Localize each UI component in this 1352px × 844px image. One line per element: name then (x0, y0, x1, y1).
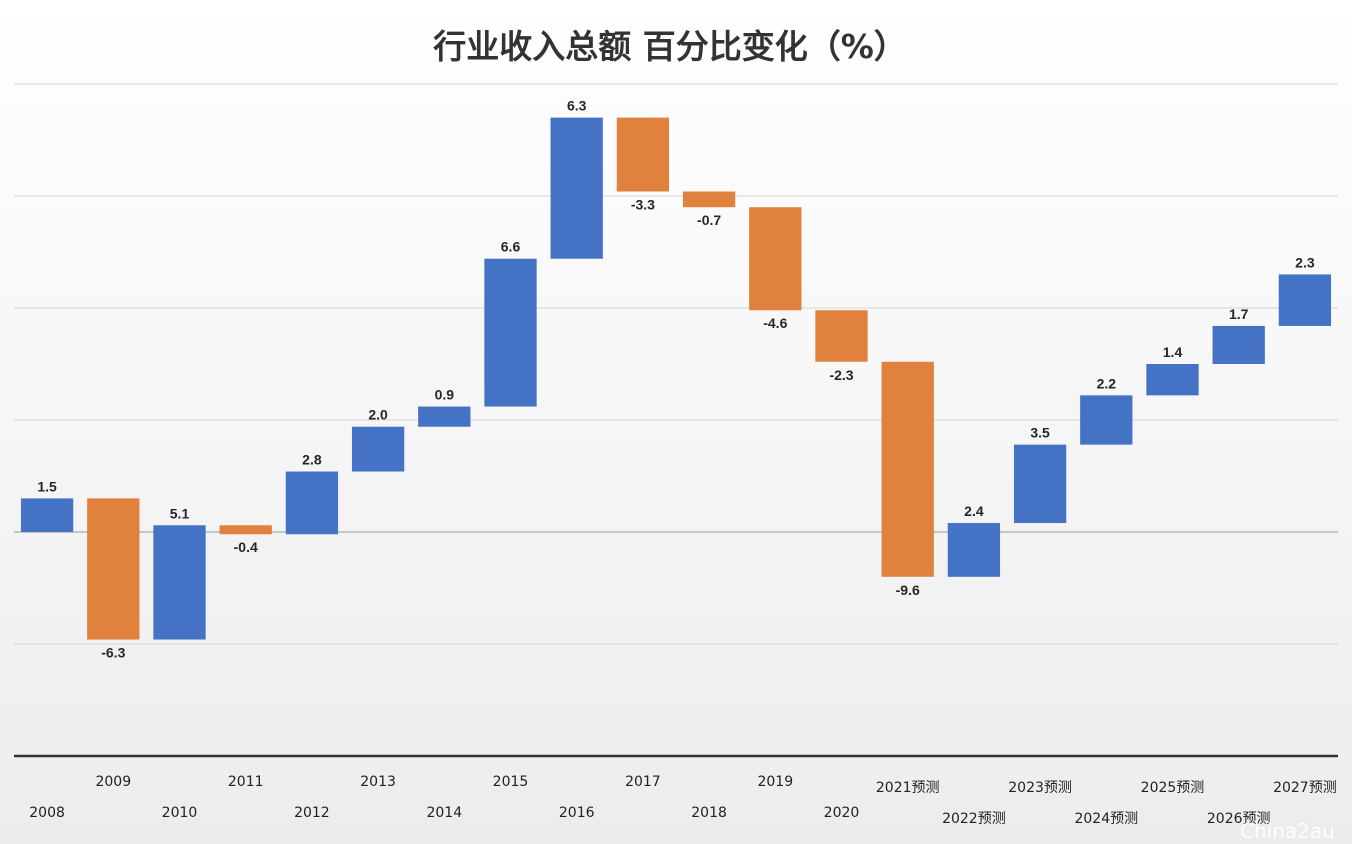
data-label: -3.3 (631, 197, 655, 213)
bar (219, 525, 272, 535)
x-tick-label: 2021预测 (876, 780, 940, 796)
x-tick-label: 2012 (294, 805, 330, 821)
bar (815, 310, 868, 362)
x-tick-label: 2016 (559, 805, 595, 821)
bar (20, 498, 74, 532)
bar (153, 525, 206, 640)
data-label: 0.9 (435, 387, 455, 403)
x-tick-label: 2011 (228, 774, 264, 790)
x-tick-labels: 2008 2009 2010 2011 2012 2013 2014 2015 2016 2017… (29, 774, 1336, 827)
x-tick-label: 2014 (426, 805, 462, 821)
x-tick-label: 2023预测 (1008, 780, 1072, 796)
bar (749, 207, 802, 311)
data-label: 6.3 (567, 98, 587, 114)
data-label: 5.1 (170, 505, 190, 521)
data-labels: 1.5 -6.3 5.1 -0.4 2.8 2.0 0.9 6.6 6.3 -3.3 -0.7 -4.… (37, 98, 1314, 661)
bars (20, 117, 1332, 640)
x-tick-label: 2024预测 (1074, 811, 1138, 827)
bar (285, 471, 339, 535)
x-tick-label: 2009 (95, 774, 131, 790)
x-tick-label: 2018 (691, 805, 727, 821)
data-label: 1.7 (1229, 306, 1249, 322)
gridlines (14, 83, 1338, 757)
bar (1013, 444, 1067, 524)
bar (1278, 274, 1332, 326)
bar (682, 191, 736, 208)
x-tick-label: 2015 (493, 774, 529, 790)
data-label: 2.4 (964, 503, 984, 519)
bar (1212, 325, 1265, 364)
bar (418, 406, 471, 427)
data-label: 2.0 (368, 407, 388, 423)
data-label: -6.3 (101, 645, 125, 661)
data-label: 6.6 (501, 239, 521, 255)
bar (616, 117, 670, 192)
data-label: -9.6 (896, 582, 920, 598)
bar (484, 258, 537, 407)
x-tick-label: 2017 (625, 774, 661, 790)
data-label: -0.4 (234, 539, 258, 555)
chart-title: 行业收入总额 百分比变化（%） (432, 27, 907, 66)
x-tick-label: 2025预测 (1141, 780, 1205, 796)
data-label: 2.8 (302, 452, 322, 468)
x-tick-label: 2022预测 (942, 811, 1006, 827)
data-label: 1.5 (37, 478, 57, 494)
watermark: China2au (1240, 819, 1335, 843)
x-tick-label: 2010 (162, 805, 198, 821)
data-label: -2.3 (829, 367, 853, 383)
data-label: 3.5 (1030, 425, 1050, 441)
data-label: -0.7 (697, 212, 721, 228)
x-tick-label: 2019 (757, 774, 793, 790)
x-tick-label: 2020 (824, 805, 860, 821)
data-label: 1.4 (1163, 344, 1183, 360)
bar (1146, 364, 1199, 396)
x-tick-label: 2008 (29, 805, 65, 821)
bar (87, 498, 140, 640)
bar (550, 117, 603, 259)
bar (351, 426, 405, 472)
x-tick-label: 2026预测 (1207, 811, 1271, 827)
bar (1080, 395, 1133, 445)
data-label: 2.2 (1097, 375, 1117, 391)
data-label: -4.6 (763, 315, 787, 331)
data-label: 2.3 (1295, 254, 1315, 270)
bar (881, 361, 934, 577)
x-tick-label: 2013 (360, 774, 396, 790)
bar (947, 523, 1001, 577)
x-tick-label: 2027预测 (1273, 780, 1337, 796)
